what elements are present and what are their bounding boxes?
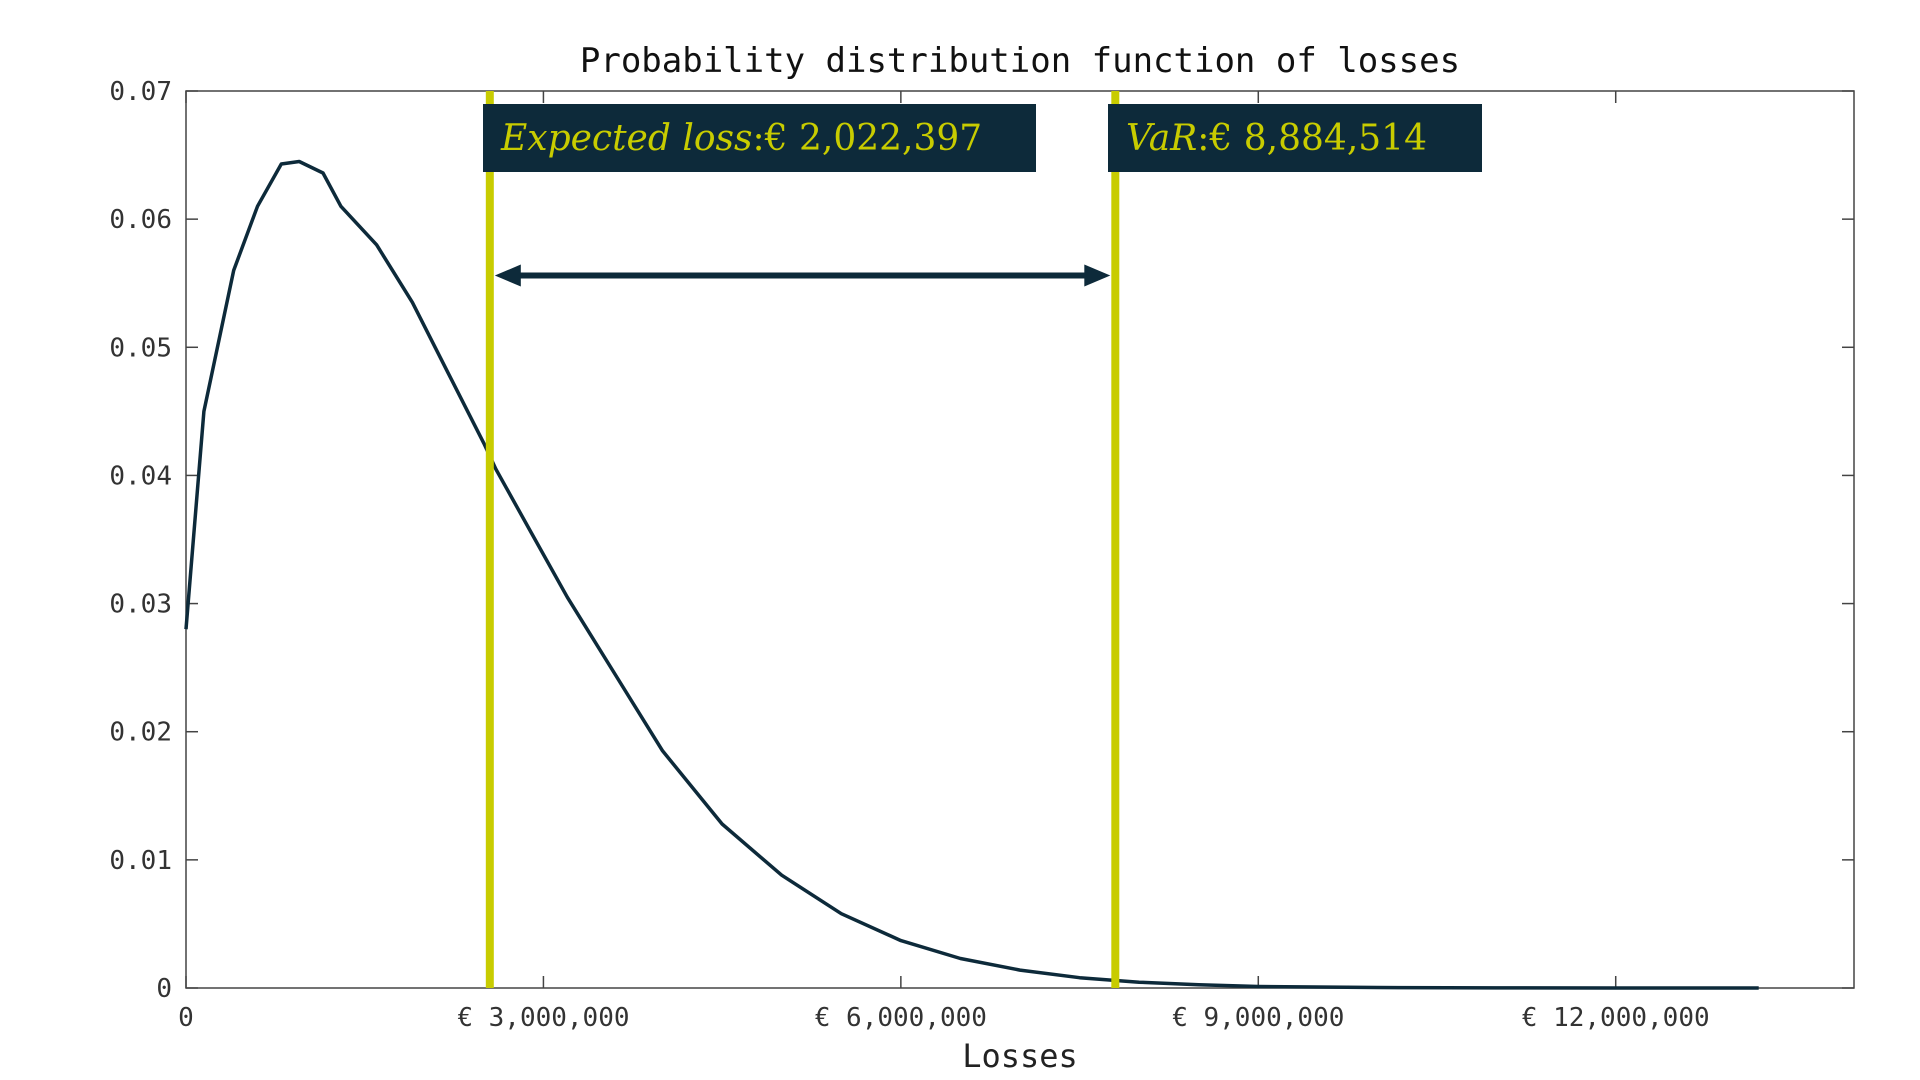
y-tick-label: 0.05 — [109, 333, 172, 363]
x-tick-label: € 9,000,000 — [1172, 1003, 1344, 1033]
y-tick-label: 0.04 — [109, 461, 172, 491]
expected-loss-annotation-value: € 2,022,397 — [764, 118, 983, 159]
plot-area: 0 0.01 0.02 0.03 0.04 0.05 0.06 0.07 0 € 3,000,00… — [109, 77, 1855, 1033]
arrow-head-right — [1084, 264, 1111, 287]
y-tick-label: 0.03 — [109, 590, 172, 620]
chart-title: Probability distribution function of los… — [580, 41, 1460, 81]
y-tick-label: 0.07 — [109, 77, 172, 107]
x-tick-label: 0 — [178, 1003, 194, 1033]
y-tick-label: 0.02 — [109, 718, 172, 748]
x-tick-label: € 6,000,000 — [815, 1003, 987, 1033]
var-annotation-label: VaR — [1126, 118, 1197, 159]
expected-loss-annotation-box — [483, 104, 1036, 172]
var-annotation-box — [1108, 104, 1482, 172]
y-tick-label: 0 — [156, 974, 172, 1004]
x-tick-label: € 3,000,000 — [457, 1003, 629, 1033]
y-tick-label: 0.01 — [109, 846, 172, 876]
expected-loss-annotation-text: Expected loss:€ 2,022,397 — [500, 118, 982, 159]
arrow-head-left — [494, 264, 521, 287]
var-annotation-text: VaR:€ 8,884,514 — [1126, 118, 1427, 159]
expected-loss-annotation-separator: : — [753, 118, 765, 159]
x-tick-label: € 12,000,000 — [1522, 1003, 1710, 1033]
pdf-series-line — [184, 159, 1759, 990]
plot-frame — [185, 90, 1855, 989]
x-axis-label: Losses — [962, 1037, 1078, 1075]
var-annotation-separator: : — [1197, 118, 1209, 159]
y-tick-label: 0.06 — [109, 205, 172, 235]
expected-loss-annotation-label: Expected loss — [500, 118, 753, 159]
var-annotation-value: € 8,884,514 — [1208, 118, 1427, 159]
